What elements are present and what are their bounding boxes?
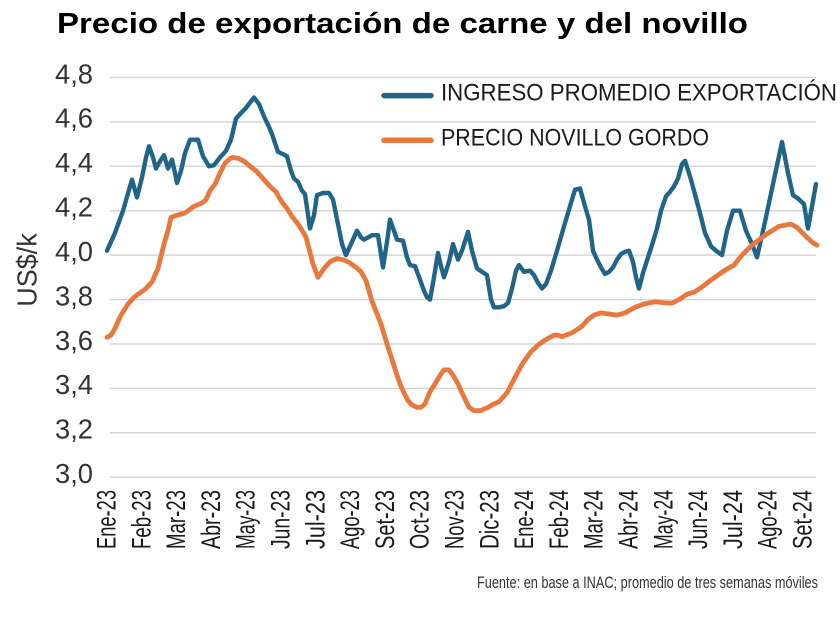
svg-text:Jul-23: Jul-23	[300, 490, 330, 549]
svg-text:4,0: 4,0	[55, 236, 93, 267]
svg-text:4,8: 4,8	[55, 58, 93, 89]
svg-text:Set-24: Set-24	[788, 490, 818, 549]
svg-text:Feb-24: Feb-24	[544, 490, 574, 549]
svg-text:Precio de exportación de carne: Precio de exportación de carne y del nov…	[57, 8, 748, 40]
svg-text:Set-23: Set-23	[370, 490, 400, 549]
svg-text:Oct-23: Oct-23	[405, 490, 435, 549]
svg-text:May-24: May-24	[648, 490, 678, 549]
svg-text:Fuente: en base a INAC; promed: Fuente: en base a INAC; promedio de tres…	[477, 574, 818, 592]
svg-text:PRECIO NOVILLO GORDO: PRECIO NOVILLO GORDO	[441, 124, 709, 151]
svg-text:3,6: 3,6	[55, 325, 93, 356]
svg-text:Ene-24: Ene-24	[509, 490, 539, 549]
svg-text:3,8: 3,8	[55, 280, 93, 311]
svg-text:Abr-23: Abr-23	[196, 490, 226, 549]
svg-text:4,6: 4,6	[55, 103, 93, 134]
svg-text:Dic-23: Dic-23	[474, 490, 504, 549]
svg-text:Jun-23: Jun-23	[266, 490, 296, 549]
svg-text:Nov-23: Nov-23	[440, 490, 470, 549]
svg-text:Feb-23: Feb-23	[126, 490, 156, 549]
svg-text:Jun-24: Jun-24	[683, 490, 713, 549]
svg-text:US$/k: US$/k	[12, 232, 43, 306]
svg-text:Ago-23: Ago-23	[335, 490, 365, 549]
svg-text:INGRESO PROMEDIO EXPORTACIÓN: INGRESO PROMEDIO EXPORTACIÓN	[441, 80, 837, 107]
svg-text:4,2: 4,2	[55, 192, 93, 223]
svg-text:3,2: 3,2	[55, 414, 93, 445]
svg-text:Mar-23: Mar-23	[161, 490, 191, 549]
svg-text:Abr-24: Abr-24	[614, 490, 644, 549]
svg-text:Ago-24: Ago-24	[753, 490, 783, 549]
svg-text:May-23: May-23	[231, 490, 261, 549]
svg-text:Ene-23: Ene-23	[92, 490, 122, 549]
svg-text:Mar-24: Mar-24	[579, 490, 609, 549]
svg-text:3,0: 3,0	[55, 458, 93, 489]
svg-text:3,4: 3,4	[55, 369, 93, 400]
svg-text:4,4: 4,4	[55, 147, 93, 178]
svg-text:Jul-24: Jul-24	[718, 490, 748, 549]
